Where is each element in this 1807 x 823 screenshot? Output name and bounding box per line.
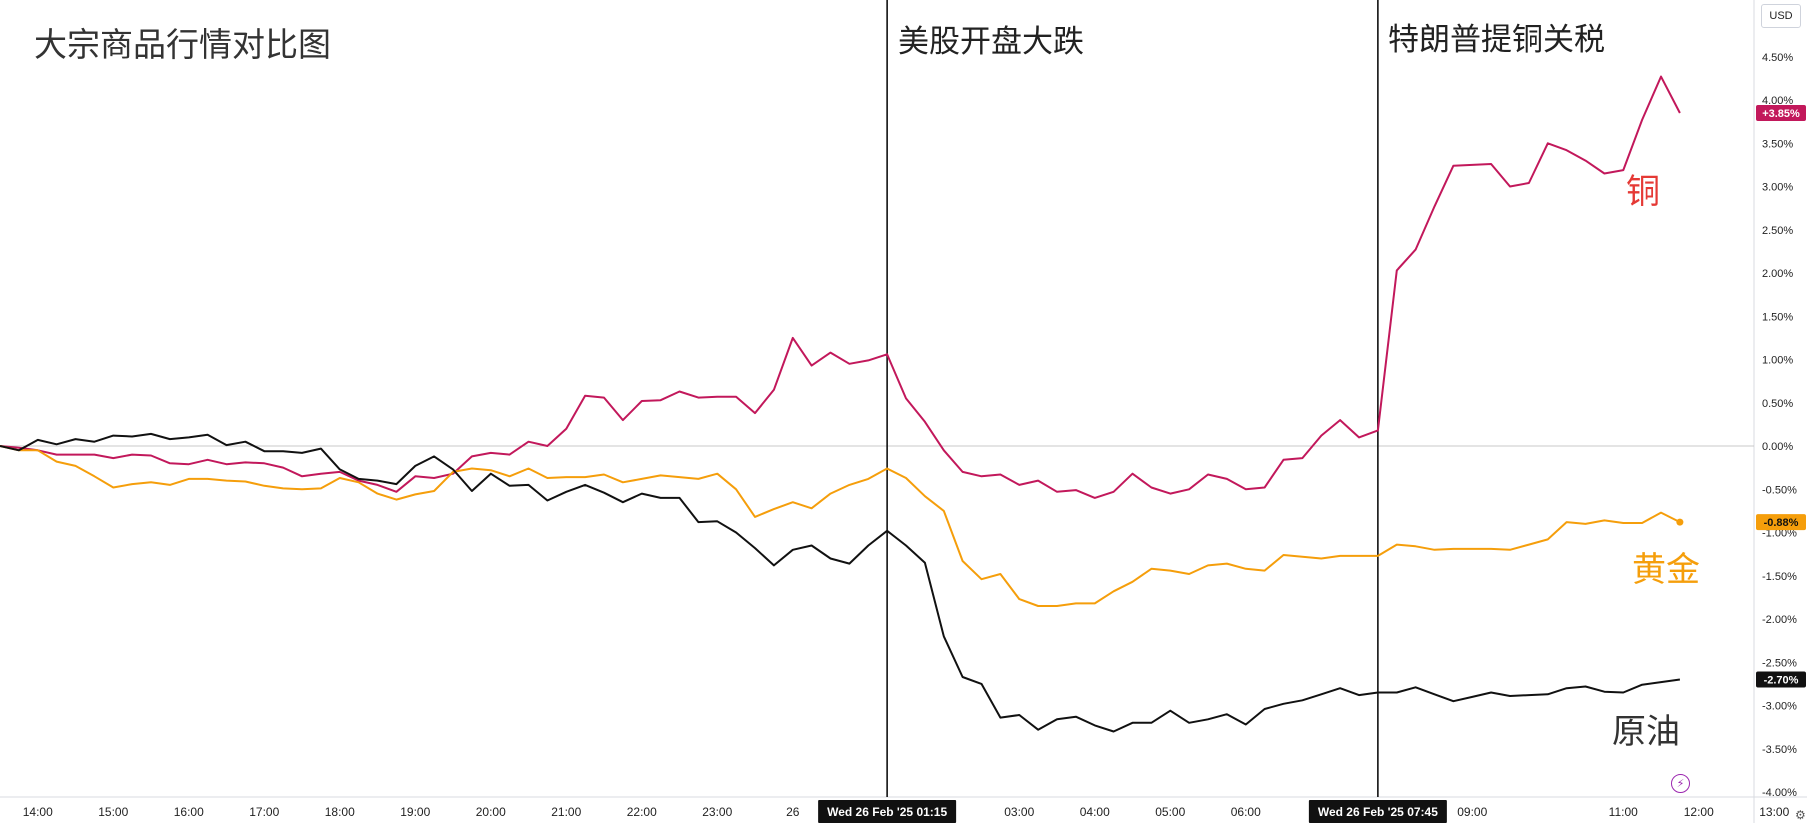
y-tick-label: 3.50% xyxy=(1762,138,1793,150)
y-tick-label: -3.50% xyxy=(1762,744,1797,756)
y-tick-label: 1.00% xyxy=(1762,355,1793,367)
last-value-badge xyxy=(1756,671,1806,688)
crosshair-time-label: Wed 26 Feb '25 01:15 xyxy=(827,805,947,819)
x-tick-label: 09:00 xyxy=(1457,805,1487,819)
x-tick-label: 21:00 xyxy=(551,805,581,819)
series-label-copper: 铜 xyxy=(1626,172,1660,212)
y-tick-label: -0.50% xyxy=(1762,484,1797,496)
y-tick-label: 1.50% xyxy=(1762,311,1793,323)
series-line-2[interactable] xyxy=(0,432,1681,733)
x-tick-label: 17:00 xyxy=(249,805,279,819)
y-tick-label: 4.00% xyxy=(1762,95,1793,107)
chart-title: 大宗商品行情对比图 xyxy=(34,25,331,64)
y-tick-label: 2.00% xyxy=(1762,268,1793,280)
series-last-point xyxy=(1676,518,1684,526)
x-tick-label: 04:00 xyxy=(1080,805,1110,819)
crosshair-time-label: Wed 26 Feb '25 07:45 xyxy=(1318,805,1438,819)
y-tick-label: 0.50% xyxy=(1762,398,1793,410)
x-tick-label: 14:00 xyxy=(23,805,53,819)
annotation-us-stocks-drop: 美股开盘大跌 xyxy=(898,24,1084,60)
last-value-label: -2.70% xyxy=(1764,675,1799,687)
x-tick-label: 03:00 xyxy=(1004,805,1034,819)
settings-gear-icon[interactable]: ⚙ xyxy=(1795,808,1806,822)
x-tick-label: 18:00 xyxy=(325,805,355,819)
y-tick-label: -2.50% xyxy=(1762,657,1797,669)
x-tick-label: 23:00 xyxy=(702,805,732,819)
x-tick-label: 11:00 xyxy=(1609,805,1638,819)
last-value-badge xyxy=(1756,514,1806,531)
series-label-crude-oil: 原油 xyxy=(1612,712,1680,752)
last-value-badge xyxy=(1756,104,1806,121)
y-tick-label: 0.00% xyxy=(1762,441,1793,453)
y-tick-label: -1.50% xyxy=(1762,571,1797,583)
y-tick-label: -3.00% xyxy=(1762,701,1797,713)
x-tick-label: 22:00 xyxy=(627,805,657,819)
x-tick-label: 15:00 xyxy=(98,805,128,819)
crosshair-time-label-bg xyxy=(1308,800,1447,823)
x-tick-label: 12:00 xyxy=(1684,805,1714,819)
last-value-label: -0.88% xyxy=(1764,517,1799,529)
y-tick-label: -2.00% xyxy=(1762,614,1797,626)
currency-selector[interactable]: USD xyxy=(1761,4,1801,28)
crosshair-time-label-bg xyxy=(818,800,957,823)
y-tick-label: 4.50% xyxy=(1762,52,1793,64)
series-line-1[interactable] xyxy=(0,445,1681,607)
series-line-0[interactable] xyxy=(0,75,1681,499)
y-tick-label: -4.00% xyxy=(1762,787,1797,799)
annotation-copper-tariff: 特朗普提铜关税 xyxy=(1388,22,1605,58)
last-value-label: +3.85% xyxy=(1762,108,1800,120)
lightning-icon[interactable]: ⚡ xyxy=(1671,774,1690,793)
x-tick-label: 16:00 xyxy=(174,805,204,819)
y-tick-label: 2.50% xyxy=(1762,225,1793,237)
y-tick-label: 3.00% xyxy=(1762,182,1793,194)
x-tick-label: 13:00 xyxy=(1759,805,1789,819)
x-tick-label: 06:00 xyxy=(1231,805,1261,819)
y-tick-label: -1.00% xyxy=(1762,528,1797,540)
x-tick-label: 19:00 xyxy=(400,805,430,819)
x-tick-label: 26 xyxy=(786,805,800,819)
x-tick-label: 05:00 xyxy=(1155,805,1185,819)
series-label-gold: 黄金 xyxy=(1632,550,1700,590)
x-tick-label: 20:00 xyxy=(476,805,506,819)
